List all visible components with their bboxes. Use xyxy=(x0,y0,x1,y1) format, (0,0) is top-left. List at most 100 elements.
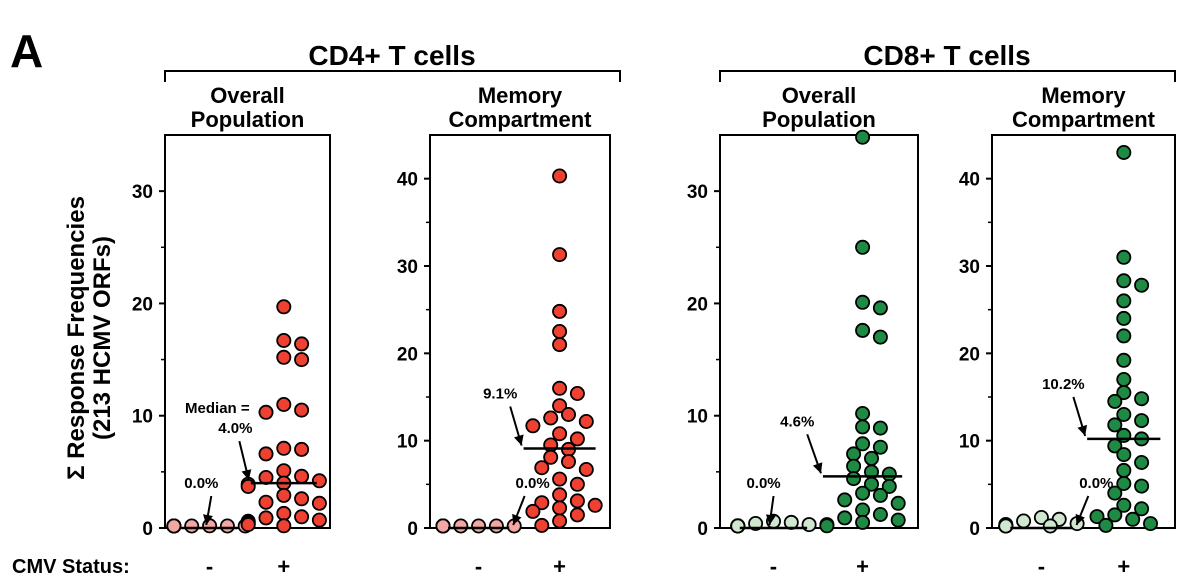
y-axis-label-line1: Σ Response Frequencies xyxy=(63,196,90,480)
data-point-positive xyxy=(552,323,568,339)
data-point-positive xyxy=(1116,293,1132,309)
y-tick-label: 10 xyxy=(397,432,418,453)
y-tick-label: 10 xyxy=(132,407,153,428)
annotation-label: 4.6% xyxy=(780,413,814,430)
panel-title-line2: Population xyxy=(762,107,876,132)
data-point-positive xyxy=(1125,511,1141,527)
data-point-positive xyxy=(1134,454,1150,470)
data-point-positive xyxy=(890,512,906,528)
y-tick-label: 0 xyxy=(697,519,708,540)
annotation-label: 0.0% xyxy=(184,475,218,492)
data-point-positive xyxy=(1098,517,1114,533)
data-point-positive xyxy=(276,505,292,521)
data-point-negative xyxy=(453,518,469,534)
annotation-arrowhead xyxy=(1075,513,1085,525)
data-point-positive xyxy=(881,478,897,494)
data-point-positive xyxy=(872,420,888,436)
data-point-positive xyxy=(311,473,327,489)
data-point-positive xyxy=(294,468,310,484)
annotation-arrowhead xyxy=(1077,424,1088,436)
data-point-negative xyxy=(488,518,504,534)
y-tick-label: 30 xyxy=(959,257,980,278)
data-point-positive xyxy=(1143,516,1159,532)
data-point-positive xyxy=(276,440,292,456)
data-point-positive xyxy=(1134,413,1150,429)
data-point-positive xyxy=(569,507,585,523)
data-point-positive xyxy=(258,494,274,510)
data-point-positive xyxy=(552,168,568,184)
data-point-positive xyxy=(1116,385,1132,401)
data-point-positive xyxy=(1116,447,1132,463)
y-tick-label: 30 xyxy=(397,257,418,278)
data-point-positive xyxy=(534,495,550,511)
data-point-positive xyxy=(1116,328,1132,344)
data-point-positive xyxy=(1107,393,1123,409)
data-point-positive xyxy=(1116,249,1132,265)
data-point-negative xyxy=(1016,513,1032,529)
data-point-positive xyxy=(276,463,292,479)
y-tick-label: 40 xyxy=(397,170,418,191)
data-point-positive xyxy=(525,418,541,434)
data-point-positive xyxy=(276,332,292,348)
data-point-positive xyxy=(855,239,871,255)
data-point-positive xyxy=(294,352,310,368)
data-point-positive xyxy=(294,509,310,525)
data-point-positive xyxy=(846,471,862,487)
y-tick-label: 20 xyxy=(959,344,980,365)
data-point-positive xyxy=(569,476,585,492)
y-tick-label: 30 xyxy=(687,182,708,203)
data-point-positive xyxy=(1116,310,1132,326)
data-point-positive xyxy=(258,510,274,526)
data-point-positive xyxy=(561,406,577,422)
annotation-arrowhead xyxy=(765,514,776,525)
data-point-positive xyxy=(578,413,594,429)
data-point-negative xyxy=(730,518,746,534)
data-point-positive xyxy=(855,129,871,145)
data-point-negative xyxy=(471,518,487,534)
panel-title-line1: Memory xyxy=(1041,83,1126,108)
data-point-positive xyxy=(552,380,568,396)
y-tick-label: 20 xyxy=(397,344,418,365)
data-point-positive xyxy=(1116,273,1132,289)
category-label-negative: - xyxy=(206,554,213,579)
data-point-positive xyxy=(569,385,585,401)
plot-frame xyxy=(164,134,331,529)
data-point-positive xyxy=(534,517,550,533)
annotation-label-line2: 4.0% xyxy=(218,420,252,437)
data-point-positive xyxy=(552,426,568,442)
data-point-positive xyxy=(1107,485,1123,501)
panel-title-line2: Compartment xyxy=(1012,107,1156,132)
plot-frame xyxy=(991,134,1176,529)
data-point-positive xyxy=(561,454,577,470)
y-tick-label: 0 xyxy=(142,519,153,540)
data-point-positive xyxy=(552,500,568,516)
data-point-positive xyxy=(258,404,274,420)
panel-title-line1: Overall xyxy=(782,83,857,108)
data-point-positive xyxy=(1134,391,1150,407)
data-point-positive xyxy=(525,503,541,519)
data-point-positive xyxy=(587,497,603,513)
data-point-positive xyxy=(1116,406,1132,422)
annotation-label: 9.1% xyxy=(483,386,517,403)
data-point-positive xyxy=(1116,144,1132,160)
y-tick-label: 0 xyxy=(969,519,980,540)
data-point-positive xyxy=(855,419,871,435)
annotation-label: 0.0% xyxy=(746,475,780,492)
data-point-negative xyxy=(1042,518,1058,534)
data-point-positive xyxy=(1134,501,1150,517)
data-point-positive xyxy=(543,410,559,426)
y-axis-label: Σ Response Frequencies (213 HCMV ORFs) xyxy=(63,196,116,480)
data-point-positive xyxy=(240,517,256,533)
y-tick-label: 30 xyxy=(132,182,153,203)
cmv-status-label: CMV Status: xyxy=(12,556,130,578)
data-point-positive xyxy=(294,336,310,352)
data-point-positive xyxy=(294,402,310,418)
annotation-arrowhead xyxy=(812,462,823,474)
panel-title-line1: Overall xyxy=(210,83,285,108)
data-point-negative xyxy=(219,518,235,534)
data-point-positive xyxy=(890,495,906,511)
y-tick-label: 20 xyxy=(687,294,708,315)
